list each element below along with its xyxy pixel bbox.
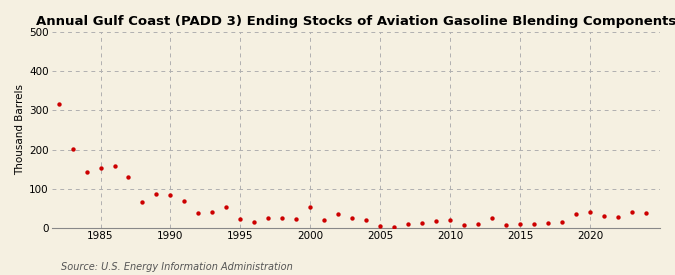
Point <box>151 192 162 196</box>
Point <box>445 218 456 222</box>
Point <box>375 224 385 228</box>
Point <box>249 220 260 225</box>
Point <box>305 205 316 209</box>
Point <box>557 220 568 224</box>
Point <box>472 222 483 226</box>
Point <box>599 214 610 218</box>
Point <box>389 225 400 229</box>
Point <box>81 169 92 174</box>
Point <box>165 192 176 197</box>
Point <box>319 218 329 222</box>
Title: Annual Gulf Coast (PADD 3) Ending Stocks of Aviation Gasoline Blending Component: Annual Gulf Coast (PADD 3) Ending Stocks… <box>36 15 675 28</box>
Point <box>109 164 120 169</box>
Point <box>501 223 512 227</box>
Point <box>570 212 581 216</box>
Point <box>207 210 218 214</box>
Point <box>417 221 428 226</box>
Point <box>403 222 414 227</box>
Point <box>235 217 246 222</box>
Point <box>613 215 624 219</box>
Point <box>291 216 302 221</box>
Point <box>263 216 274 220</box>
Point <box>626 210 637 214</box>
Point <box>39 39 50 43</box>
Point <box>529 222 539 226</box>
Point <box>515 222 526 227</box>
Point <box>459 223 470 227</box>
Point <box>179 198 190 203</box>
Point <box>193 211 204 215</box>
Text: Source: U.S. Energy Information Administration: Source: U.S. Energy Information Administ… <box>61 262 292 272</box>
Point <box>431 219 441 224</box>
Point <box>487 216 497 220</box>
Point <box>585 209 595 214</box>
Point <box>221 205 232 209</box>
Point <box>333 212 344 216</box>
Point <box>53 102 64 107</box>
Point <box>543 221 554 226</box>
Point <box>137 200 148 204</box>
Point <box>123 174 134 179</box>
Point <box>347 216 358 220</box>
Point <box>95 166 106 170</box>
Point <box>641 211 651 215</box>
Point <box>361 218 372 222</box>
Point <box>277 216 288 220</box>
Point <box>67 147 78 151</box>
Y-axis label: Thousand Barrels: Thousand Barrels <box>15 84 25 175</box>
